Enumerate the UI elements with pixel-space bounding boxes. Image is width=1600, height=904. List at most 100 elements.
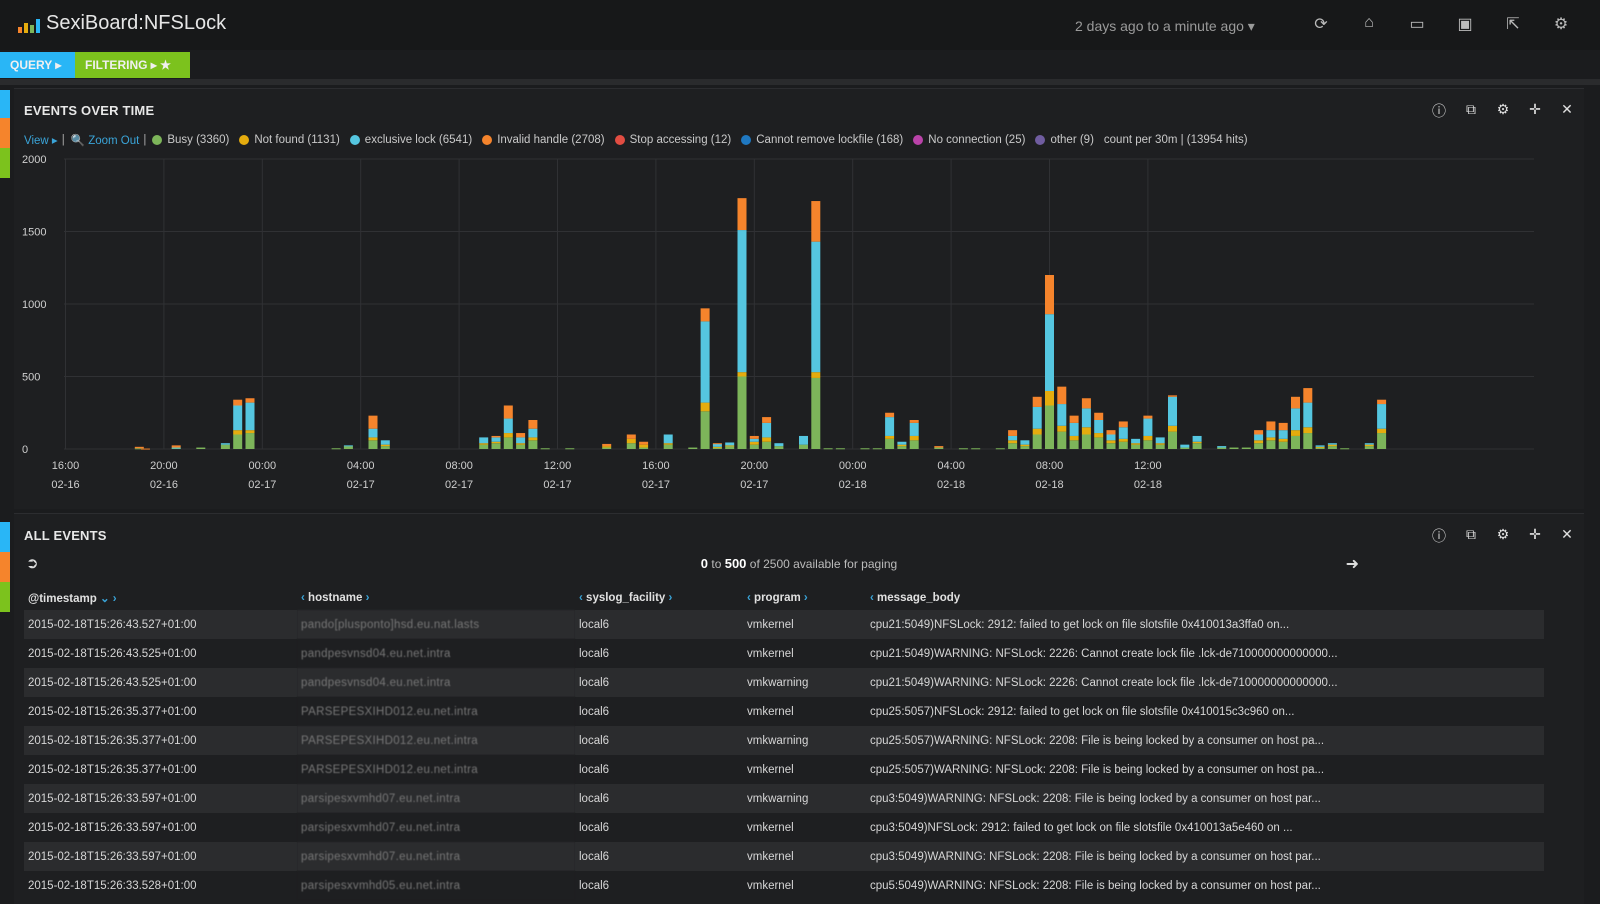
bar-segment-invalid-handle[interactable] bbox=[140, 448, 150, 450]
bar-segment-invalid-handle[interactable] bbox=[1303, 388, 1313, 403]
close-icon[interactable]: ✕ bbox=[1561, 101, 1573, 117]
bar-segment-exclusive-lock[interactable] bbox=[749, 438, 759, 442]
bar-segment-invalid-handle[interactable] bbox=[1069, 415, 1079, 423]
bar-segment-exclusive-lock[interactable] bbox=[1266, 430, 1276, 438]
bar-segment-busy[interactable] bbox=[1315, 447, 1325, 449]
bar-segment-exclusive-lock[interactable] bbox=[700, 321, 710, 403]
gear-icon[interactable]: ⚙ bbox=[1496, 526, 1510, 542]
bar-segment-busy[interactable] bbox=[1032, 434, 1042, 450]
column-header-syslog-facility[interactable]: ‹ syslog_facility › bbox=[579, 592, 673, 604]
bar-segment-exclusive-lock[interactable] bbox=[233, 405, 243, 431]
bar-segment-exclusive-lock[interactable] bbox=[1045, 314, 1054, 391]
bar-segment-not-found[interactable] bbox=[1266, 437, 1276, 441]
bar-segment-busy[interactable] bbox=[1143, 440, 1153, 449]
bar-segment-not-found[interactable] bbox=[1155, 443, 1165, 445]
bar-segment-not-found[interactable] bbox=[380, 444, 390, 447]
view-menu[interactable]: View ▸ bbox=[24, 135, 58, 147]
bar-segment-not-found[interactable] bbox=[1131, 443, 1141, 445]
bar-segment-exclusive-lock[interactable] bbox=[503, 418, 513, 434]
bar-segment-invalid-handle[interactable] bbox=[1266, 421, 1276, 431]
info-icon[interactable]: ⓘ bbox=[1432, 103, 1446, 119]
bar-segment-not-found[interactable] bbox=[1057, 425, 1067, 432]
bar-segment-exclusive-lock[interactable] bbox=[774, 443, 784, 447]
folder-open-icon[interactable]: ▭ bbox=[1409, 16, 1425, 33]
bar-segment-not-found[interactable] bbox=[516, 443, 526, 445]
bar-segment-exclusive-lock[interactable] bbox=[725, 442, 735, 446]
bar-segment-busy[interactable] bbox=[1106, 443, 1116, 449]
bar-segment-busy[interactable] bbox=[1229, 447, 1239, 449]
brand[interactable]: SexiBoard:NFSLock bbox=[18, 12, 226, 35]
bar-segment-exclusive-lock[interactable] bbox=[1291, 408, 1300, 431]
bar-segment-invalid-handle[interactable] bbox=[811, 201, 821, 242]
bar-segment-busy[interactable] bbox=[811, 377, 821, 449]
bar-segment-busy[interactable] bbox=[909, 440, 919, 449]
legend-item-invalid-handle[interactable]: Invalid handle (2708) bbox=[482, 134, 605, 146]
bar-segment-exclusive-lock[interactable] bbox=[885, 417, 895, 436]
bar-segment-not-found[interactable] bbox=[737, 372, 747, 377]
bar-segment-exclusive-lock[interactable] bbox=[1057, 404, 1067, 426]
bar-segment-busy[interactable] bbox=[516, 444, 526, 449]
bar-segment-busy[interactable] bbox=[368, 440, 378, 449]
bar-segment-busy[interactable] bbox=[823, 448, 833, 450]
bar-segment-exclusive-lock[interactable] bbox=[799, 435, 808, 445]
gear-icon[interactable]: ⚙ bbox=[1553, 16, 1569, 33]
bar-segment-busy[interactable] bbox=[1340, 448, 1350, 450]
bar-segment-busy[interactable] bbox=[1131, 444, 1141, 449]
bar-segment-invalid-handle[interactable] bbox=[1008, 430, 1018, 436]
bar-segment-invalid-handle[interactable] bbox=[1278, 422, 1288, 431]
bar-segment-not-found[interactable] bbox=[1045, 391, 1054, 406]
bar-segment-busy[interactable] bbox=[1377, 433, 1387, 449]
bar-segment-not-found[interactable] bbox=[1094, 433, 1104, 438]
bar-segment-exclusive-lock[interactable] bbox=[1254, 434, 1264, 441]
bar-segment-invalid-handle[interactable] bbox=[1057, 386, 1067, 405]
bar-segment-busy[interactable] bbox=[934, 447, 944, 449]
column-header-program[interactable]: ‹ program › bbox=[747, 592, 808, 604]
bar-segment-not-found[interactable] bbox=[663, 443, 673, 445]
duplicate-icon[interactable]: ⧉ bbox=[1466, 526, 1476, 542]
bar-segment-exclusive-lock[interactable] bbox=[1118, 427, 1128, 439]
table-row[interactable]: 2015-02-18T15:26:35.377+01:00 PARSEPESXIH… bbox=[24, 726, 1544, 755]
table-row[interactable]: 2015-02-18T15:26:33.528+01:00 parsipesxvm… bbox=[24, 871, 1544, 900]
bar-segment-busy[interactable] bbox=[1266, 440, 1276, 449]
table-row[interactable]: 2015-02-18T15:26:35.377+01:00 PARSEPESXIH… bbox=[24, 755, 1544, 784]
bar-segment-not-found[interactable] bbox=[1377, 428, 1387, 434]
bar-segment-not-found[interactable] bbox=[1020, 444, 1030, 447]
column-header-hostname[interactable]: ‹ hostname › bbox=[301, 592, 370, 604]
bar-segment-invalid-handle[interactable] bbox=[639, 441, 649, 445]
bar-segment-busy[interactable] bbox=[1364, 446, 1374, 449]
bar-segment-not-found[interactable] bbox=[1303, 427, 1313, 434]
move-icon[interactable]: ✛ bbox=[1529, 101, 1541, 117]
bar-segment-exclusive-lock[interactable] bbox=[897, 441, 907, 445]
bar-segment-not-found[interactable] bbox=[811, 372, 821, 378]
events-bar-chart[interactable]: 0 500 1000 1500 2000 16:00 02-16 20:00 02-16 00:0… bbox=[14, 149, 1584, 504]
row-handle-events[interactable] bbox=[0, 90, 10, 178]
time-range-picker[interactable]: 2 days ago to a minute ago ▾ bbox=[1075, 18, 1255, 34]
bar-segment-not-found[interactable] bbox=[897, 444, 907, 447]
bar-segment-busy[interactable] bbox=[380, 446, 390, 449]
bar-segment-invalid-handle[interactable] bbox=[909, 420, 919, 423]
bar-segment-exclusive-lock[interactable] bbox=[491, 437, 501, 442]
next-page-arrow-icon[interactable]: ➜ bbox=[1345, 556, 1359, 573]
move-icon[interactable]: ✛ bbox=[1529, 526, 1541, 542]
home-icon[interactable]: ⌂ bbox=[1364, 14, 1374, 31]
column-header-timestamp[interactable]: @timestamp ⌄ › bbox=[28, 593, 117, 605]
bar-segment-busy[interactable] bbox=[725, 446, 735, 449]
bar-segment-busy[interactable] bbox=[220, 444, 230, 449]
bar-segment-busy[interactable] bbox=[196, 447, 206, 449]
bar-segment-exclusive-lock[interactable] bbox=[343, 445, 353, 447]
bar-segment-invalid-handle[interactable] bbox=[516, 433, 526, 438]
table-row[interactable]: 2015-02-18T15:26:33.597+01:00 parsipesxvm… bbox=[24, 784, 1544, 813]
bar-segment-busy[interactable] bbox=[1303, 433, 1313, 449]
bar-segment-invalid-handle[interactable] bbox=[134, 446, 144, 449]
bar-segment-busy[interactable] bbox=[1081, 434, 1091, 450]
bar-segment-busy[interactable] bbox=[626, 443, 636, 449]
bar-segment-busy[interactable] bbox=[343, 446, 353, 449]
bar-segment-not-found[interactable] bbox=[1118, 438, 1128, 442]
info-icon[interactable]: ⓘ bbox=[1432, 528, 1446, 544]
bar-segment-not-found[interactable] bbox=[1168, 425, 1177, 432]
legend-item-not-found[interactable]: Not found (1131) bbox=[239, 134, 340, 146]
bar-segment-busy[interactable] bbox=[1008, 443, 1018, 449]
bar-segment-busy[interactable] bbox=[1020, 446, 1030, 449]
bar-segment-busy[interactable] bbox=[479, 444, 489, 449]
bar-segment-invalid-handle[interactable] bbox=[171, 445, 181, 448]
